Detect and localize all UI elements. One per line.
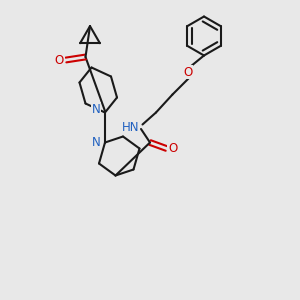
Text: O: O xyxy=(55,53,64,67)
Text: O: O xyxy=(183,65,192,79)
Text: N: N xyxy=(92,136,100,149)
Text: HN: HN xyxy=(122,121,140,134)
Text: N: N xyxy=(92,103,100,116)
Text: O: O xyxy=(168,142,177,155)
